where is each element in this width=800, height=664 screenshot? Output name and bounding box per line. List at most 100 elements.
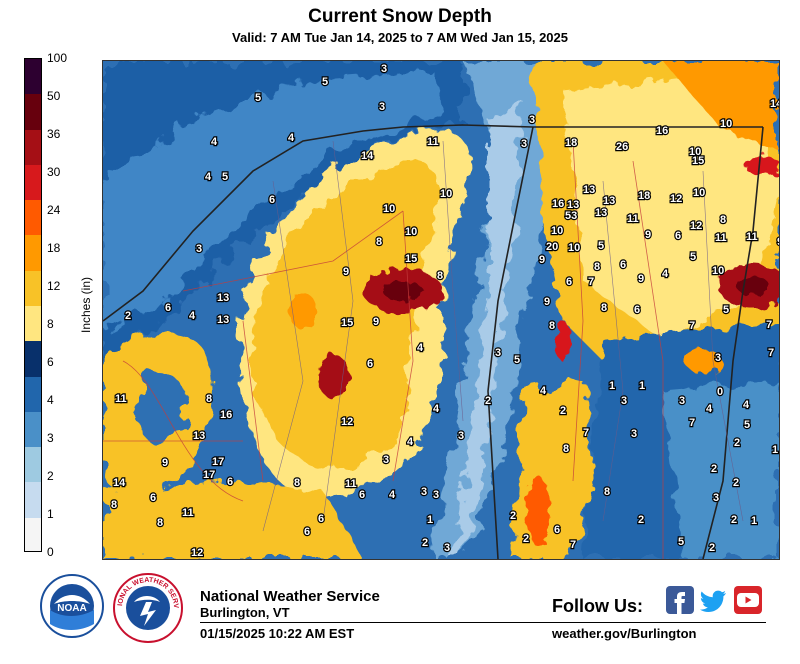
snow-depth-value-label: 18 <box>638 190 650 202</box>
snow-depth-value-label: 6 <box>359 489 365 501</box>
legend-color-bin <box>25 235 41 271</box>
snow-depth-map[interactable]: 3553144414113318161026101545610131318101… <box>102 60 780 560</box>
legend-tick-label: 4 <box>47 393 54 407</box>
snow-depth-value-label: 12 <box>191 547 203 559</box>
snow-depth-value-label: 4 <box>433 403 440 415</box>
snow-depth-value-label: 4 <box>743 399 750 411</box>
legend-color-bin <box>25 59 41 95</box>
snow-depth-value-label: 3 <box>383 454 389 466</box>
legend-color-bin <box>25 129 41 165</box>
snow-depth-value-label: 8 <box>111 499 117 511</box>
snow-depth-value-label: 26 <box>616 141 628 153</box>
snow-depth-value-label: 10 <box>689 146 701 158</box>
legend-tick-label: 6 <box>47 355 54 369</box>
issued-timestamp: 01/15/2025 10:22 AM EST <box>200 626 355 641</box>
snow-depth-value-label: 14 <box>770 98 779 110</box>
snow-depth-value-label: 0 <box>717 386 723 398</box>
snow-depth-value-label: 13 <box>193 430 205 442</box>
snow-depth-value-label: 10 <box>551 225 563 237</box>
youtube-icon[interactable] <box>734 586 762 614</box>
snow-depth-value-label: 2 <box>734 437 740 449</box>
snow-depth-value-label: 6 <box>150 492 156 504</box>
snow-depth-value-label: 11 <box>427 136 439 148</box>
deep-snow-hotspots <box>289 156 779 546</box>
facebook-icon[interactable] <box>666 586 694 614</box>
snow-depth-value-label: 6 <box>554 524 560 536</box>
snow-depth-value-label: 1 <box>427 514 433 526</box>
snow-depth-value-label: 4 <box>662 268 669 280</box>
snow-depth-value-label: 8 <box>294 477 300 489</box>
snow-depth-value-label: 4 <box>205 171 212 183</box>
legend-color-bin <box>25 517 41 551</box>
snow-depth-value-label: 3 <box>444 542 450 554</box>
snow-depth-value-label: 11 <box>182 507 194 519</box>
snow-depth-value-label: 3 <box>381 63 387 75</box>
snow-depth-value-label: 20 <box>546 241 558 253</box>
snow-depth-value-label: 14 <box>361 150 374 162</box>
snow-depth-value-label: 1 <box>751 515 757 527</box>
snow-depth-value-label: 10 <box>405 226 417 238</box>
snow-depth-value-label: 2 <box>125 310 131 322</box>
snow-depth-value-label: 4 <box>407 436 414 448</box>
snow-depth-value-label: 1 <box>772 444 778 456</box>
snow-depth-value-label: 8 <box>157 517 163 529</box>
website-link[interactable]: weather.gov/Burlington <box>552 626 697 641</box>
legend-tick-label: 30 <box>47 165 61 179</box>
snow-depth-value-label: 5 <box>222 171 228 183</box>
valid-time-subtitle: Valid: 7 AM Tue Jan 14, 2025 to 7 AM Wed… <box>232 30 568 45</box>
legend-tick-label: 0 <box>47 545 54 559</box>
snow-depth-value-label: 5 <box>322 76 328 88</box>
legend-tick-label: 36 <box>47 127 61 141</box>
snow-depth-value-label: 9 <box>638 273 644 285</box>
snow-depth-value-label: 3 <box>196 243 202 255</box>
snow-depth-value-label: 15 <box>405 253 417 265</box>
snow-depth-value-label: 2 <box>638 514 644 526</box>
snow-depth-value-label: 3 <box>521 138 527 150</box>
snow-depth-value-label: 6 <box>675 230 681 242</box>
snow-depth-value-label: 11 <box>715 232 727 244</box>
snow-depth-value-label: 2 <box>709 542 715 554</box>
snow-depth-value-label: 8 <box>437 270 443 282</box>
snow-depth-value-label: 12 <box>341 416 353 428</box>
snow-depth-value-label: 4 <box>706 403 713 415</box>
noaa-logo: NOAA <box>40 574 104 638</box>
legend-color-bin <box>25 447 41 483</box>
snow-depth-value-label: 10 <box>383 203 395 215</box>
snow-depth-value-label: 6 <box>620 259 626 271</box>
zone-lines <box>262 140 744 532</box>
snow-depth-value-label: 7 <box>689 320 695 332</box>
snow-depth-value-label: 16 <box>220 409 232 421</box>
snow-depth-value-label: 4 <box>540 385 547 397</box>
legend-tick-label: 3 <box>47 431 54 445</box>
snow-depth-value-label: 8 <box>604 486 610 498</box>
snow-depth-value-label: 8 <box>376 236 382 248</box>
snow-depth-value-label: 13 <box>595 207 607 219</box>
follow-us-label: Follow Us: <box>552 596 643 616</box>
snow-depth-value-label: 3 <box>631 428 637 440</box>
snow-depth-value-label: 53 <box>565 210 577 222</box>
snow-depth-value-label: 10 <box>712 265 724 277</box>
snow-depth-value-label: 15 <box>692 155 704 167</box>
snow-depth-value-label: 3 <box>458 430 464 442</box>
snow-depth-value-label: 5 <box>723 304 729 316</box>
snow-depth-value-label: 4 <box>417 342 424 354</box>
snow-depth-value-label: 15 <box>341 317 353 329</box>
snow-depth-value-label: 18 <box>565 137 577 149</box>
twitter-icon[interactable] <box>700 586 728 614</box>
legend-tick-label: 12 <box>47 279 61 293</box>
snow-depth-value-label: 4 <box>211 136 218 148</box>
snow-depth-value-label: 17 <box>212 456 224 468</box>
legend-tick-label: 8 <box>47 317 54 331</box>
snow-depth-value-label: 2 <box>523 533 529 545</box>
snow-depth-value-label: 3 <box>433 489 439 501</box>
snow-depth-value-label: 8 <box>563 443 569 455</box>
snow-depth-value-label: 7 <box>768 347 774 359</box>
snow-depth-value-label: 6 <box>367 358 373 370</box>
legend-tick-label: 24 <box>47 203 61 217</box>
snow-depth-value-label: 13 <box>567 199 579 211</box>
snow-depth-labels: 3553144414113318161026101545610131318101… <box>110 62 779 559</box>
snow-depth-value-label: 10 <box>440 188 452 200</box>
snow-depth-value-label: 7 <box>570 539 576 551</box>
snow-depth-value-label: 16 <box>656 125 668 137</box>
snow-depth-value-label: 8 <box>549 320 555 332</box>
